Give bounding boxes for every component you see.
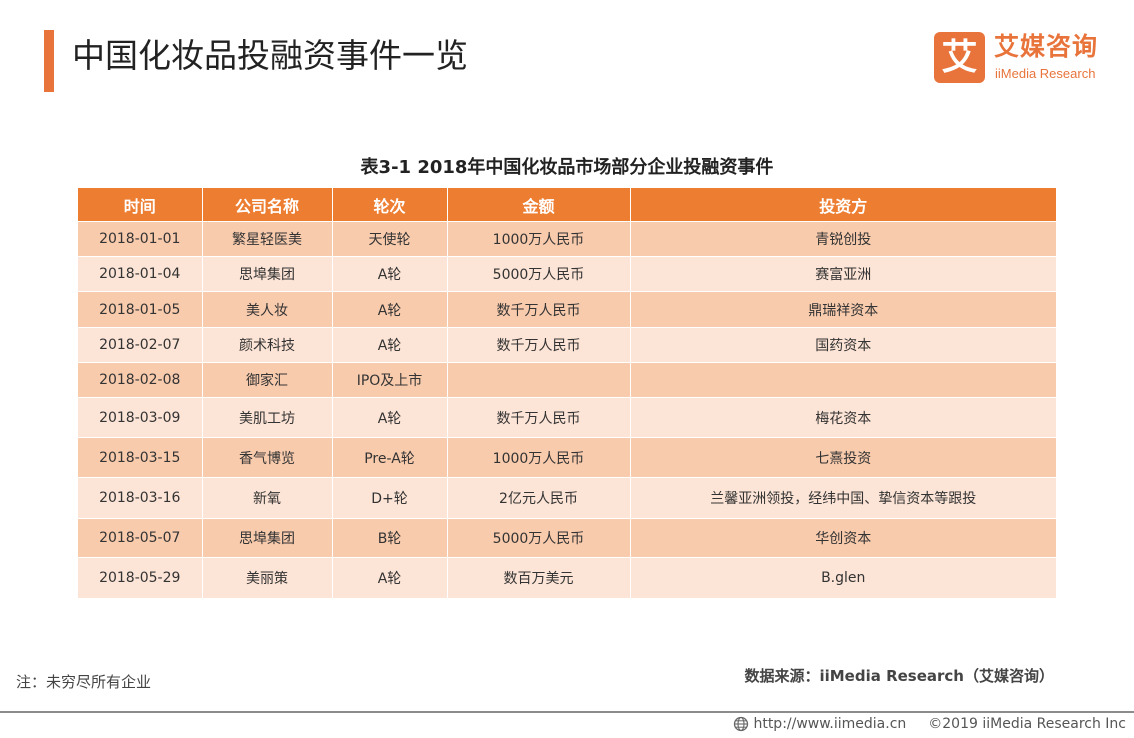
cell-amount: 5000万人民币 — [447, 518, 631, 558]
table-row: 2018-03-16 新氧 D+轮 2亿元人民币 兰馨亚洲领投，经纬中国、挚信资本等跟投 — [78, 477, 1056, 519]
cell-time: 2018-02-08 — [78, 362, 203, 398]
table-row: 2018-05-29 美丽策 A轮 数百万美元 B.glen — [78, 557, 1056, 598]
cell-investor: 鼎瑞祥资本 — [630, 291, 1056, 328]
cell-round: Pre-A轮 — [332, 437, 448, 478]
footer: http://www.iimedia.cn ©2019 iiMedia Rese… — [733, 714, 1126, 734]
logo-english-name: iiMedia Research — [995, 66, 1096, 81]
table-row: 2018-01-04 思埠集团 A轮 5000万人民币 赛富亚洲 — [78, 256, 1056, 292]
cell-company: 美丽策 — [202, 557, 333, 598]
table-row: 2018-01-01 繁星轻医美 天使轮 1000万人民币 青锐创投 — [78, 221, 1056, 257]
cell-amount: 数千万人民币 — [447, 397, 631, 438]
header-amount: 金额 — [447, 188, 631, 222]
cell-investor: 梅花资本 — [630, 397, 1056, 438]
logo-mark-icon: 艾 — [934, 32, 985, 83]
cell-company: 美人妆 — [202, 291, 333, 328]
cell-round: IPO及上市 — [332, 362, 448, 398]
table-row: 2018-05-07 思埠集团 B轮 5000万人民币 华创资本 — [78, 518, 1056, 558]
cell-company: 香气博览 — [202, 437, 333, 478]
cell-round: A轮 — [332, 256, 448, 292]
cell-time: 2018-01-01 — [78, 221, 203, 257]
title-accent-bar — [44, 30, 54, 92]
cell-amount: 1000万人民币 — [447, 437, 631, 478]
table-header-row: 时间 公司名称 轮次 金额 投资方 — [78, 188, 1056, 222]
cell-company: 思埠集团 — [202, 256, 333, 292]
cell-time: 2018-01-04 — [78, 256, 203, 292]
cell-round: B轮 — [332, 518, 448, 558]
table-caption: 表3-1 2018年中国化妆品市场部分企业投融资事件 — [360, 157, 774, 178]
cell-investor: 青锐创投 — [630, 221, 1056, 257]
cell-time: 2018-03-16 — [78, 477, 203, 519]
table-row: 2018-02-07 颜术科技 A轮 数千万人民币 国药资本 — [78, 327, 1056, 363]
cell-time: 2018-02-07 — [78, 327, 203, 363]
cell-investor: 赛富亚洲 — [630, 256, 1056, 292]
table-row: 2018-03-09 美肌工坊 A轮 数千万人民币 梅花资本 — [78, 397, 1056, 438]
logo-chinese-name: 艾媒咨询 — [994, 32, 1099, 61]
header-time: 时间 — [78, 188, 203, 222]
globe-icon — [733, 716, 749, 732]
cell-time: 2018-05-07 — [78, 518, 203, 558]
footer-copyright: ©2019 iiMedia Research Inc — [928, 716, 1126, 732]
cell-time: 2018-05-29 — [78, 557, 203, 598]
cell-investor: 华创资本 — [630, 518, 1056, 558]
cell-time: 2018-03-15 — [78, 437, 203, 478]
table-row: 2018-02-08 御家汇 IPO及上市 — [78, 362, 1056, 398]
footer-divider — [0, 711, 1134, 713]
cell-round: A轮 — [332, 557, 448, 598]
cell-investor: 七熹投资 — [630, 437, 1056, 478]
footnote: 注：未穷尽所有企业 — [16, 673, 152, 691]
investment-events-table: 时间 公司名称 轮次 金额 投资方 2018-01-01 繁星轻医美 天使轮 1000… — [78, 188, 1056, 598]
header-company: 公司名称 — [202, 188, 333, 222]
cell-amount — [447, 362, 631, 398]
cell-investor: 国药资本 — [630, 327, 1056, 363]
cell-company: 御家汇 — [202, 362, 333, 398]
table-body: 2018-01-01 繁星轻医美 天使轮 1000万人民币 青锐创投 2018-01-04… — [78, 221, 1056, 598]
data-source: 数据来源：iiMedia Research（艾媒咨询） — [744, 667, 1054, 685]
table-row: 2018-01-05 美人妆 A轮 数千万人民币 鼎瑞祥资本 — [78, 291, 1056, 328]
header-investor: 投资方 — [630, 188, 1056, 222]
header-round: 轮次 — [332, 188, 448, 222]
cell-company: 繁星轻医美 — [202, 221, 333, 257]
cell-amount: 数百万美元 — [447, 557, 631, 598]
table-row: 2018-03-15 香气博览 Pre-A轮 1000万人民币 七熹投资 — [78, 437, 1056, 478]
cell-investor: 兰馨亚洲领投，经纬中国、挚信资本等跟投 — [630, 477, 1056, 519]
cell-time: 2018-03-09 — [78, 397, 203, 438]
footer-url[interactable]: http://www.iimedia.cn — [753, 716, 907, 732]
iimedia-logo: 艾 艾媒咨询 iiMedia Research — [934, 32, 1114, 88]
cell-amount: 5000万人民币 — [447, 256, 631, 292]
cell-amount: 1000万人民币 — [447, 221, 631, 257]
cell-company: 思埠集团 — [202, 518, 333, 558]
page-title: 中国化妆品投融资事件一览 — [72, 36, 468, 75]
cell-company: 新氧 — [202, 477, 333, 519]
cell-amount: 数千万人民币 — [447, 291, 631, 328]
cell-amount: 数千万人民币 — [447, 327, 631, 363]
cell-company: 颜术科技 — [202, 327, 333, 363]
cell-investor — [630, 362, 1056, 398]
cell-time: 2018-01-05 — [78, 291, 203, 328]
cell-company: 美肌工坊 — [202, 397, 333, 438]
cell-amount: 2亿元人民币 — [447, 477, 631, 519]
cell-round: A轮 — [332, 397, 448, 438]
cell-round: 天使轮 — [332, 221, 448, 257]
cell-round: A轮 — [332, 327, 448, 363]
cell-round: A轮 — [332, 291, 448, 328]
cell-round: D+轮 — [332, 477, 448, 519]
cell-investor: B.glen — [630, 557, 1056, 598]
